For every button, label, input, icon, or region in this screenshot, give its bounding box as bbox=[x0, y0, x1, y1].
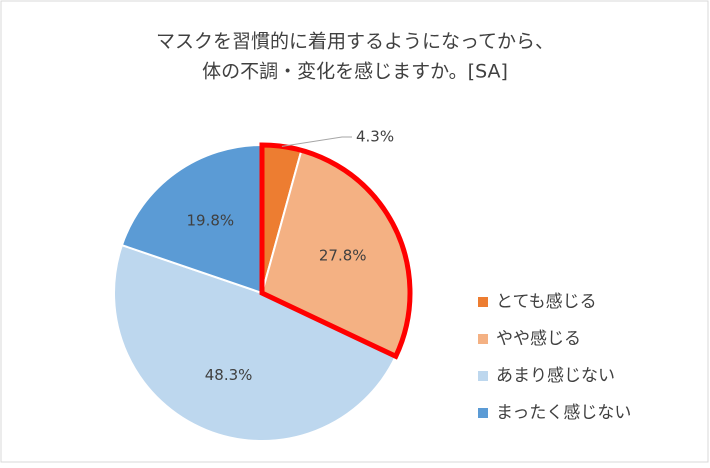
data-label: 4.3% bbox=[356, 128, 394, 146]
pie-slice bbox=[120, 143, 263, 295]
highlight-outline bbox=[259, 142, 413, 360]
legend-swatch bbox=[478, 371, 488, 381]
chart-title: マスクを習慣的に着用するようになってから、 bbox=[156, 31, 554, 53]
legend-label: まったく感じない bbox=[496, 403, 631, 423]
legend-label: やや感じる bbox=[496, 329, 581, 349]
chart-title: 体の不調・変化を感じますか。[SA] bbox=[202, 61, 508, 83]
pie-slice bbox=[113, 243, 398, 442]
data-label: 19.8% bbox=[187, 211, 235, 229]
legend-swatch bbox=[478, 408, 488, 418]
legend-label: とても感じる bbox=[496, 292, 597, 312]
leader-line bbox=[281, 136, 352, 147]
legend-label: あまり感じない bbox=[496, 366, 615, 386]
data-label: 27.8% bbox=[319, 247, 367, 265]
data-label: 48.3% bbox=[205, 366, 253, 384]
legend-swatch bbox=[478, 297, 488, 307]
legend-swatch bbox=[478, 334, 488, 344]
